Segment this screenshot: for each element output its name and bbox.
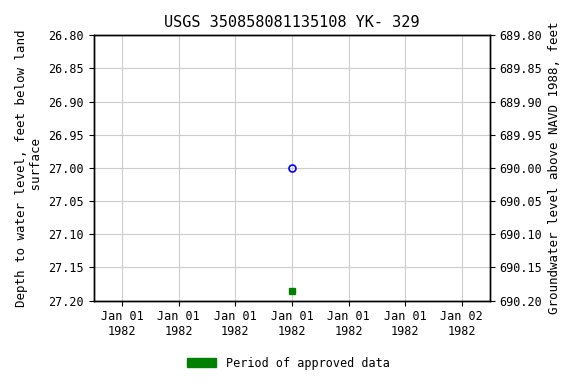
Legend: Period of approved data: Period of approved data <box>182 352 394 374</box>
Y-axis label: Groundwater level above NAVD 1988, feet: Groundwater level above NAVD 1988, feet <box>548 22 561 314</box>
Y-axis label: Depth to water level, feet below land
 surface: Depth to water level, feet below land su… <box>15 29 43 307</box>
Title: USGS 350858081135108 YK- 329: USGS 350858081135108 YK- 329 <box>164 15 420 30</box>
